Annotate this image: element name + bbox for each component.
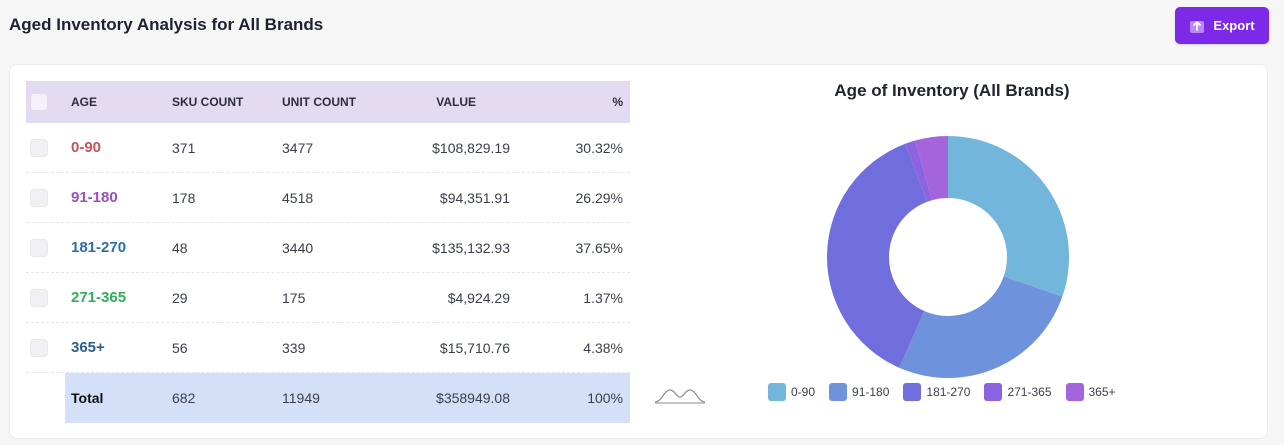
row-checkbox[interactable] [30, 188, 48, 207]
value-cell: $94,351.91 [439, 189, 510, 206]
header-percent[interactable]: % [612, 95, 623, 109]
table-row: 365+ 56 339 $15,710.76 4.38% [26, 323, 630, 373]
chart-legend: 0-90 91-180 181-270 271-365 365+ [768, 383, 1116, 401]
legend-item[interactable]: 181-270 [903, 383, 970, 401]
table-total-row: Total 682 11949 $358949.08 100% [26, 373, 630, 423]
legend-swatch [768, 383, 786, 401]
unit-count-cell: 175 [282, 289, 306, 306]
select-all-checkbox[interactable] [30, 93, 48, 111]
upload-icon [1189, 18, 1205, 34]
age-bucket-label: 0-90 [71, 139, 102, 156]
page-title: Aged Inventory Analysis for All Brands [9, 15, 324, 34]
total-sku: 682 [172, 390, 196, 406]
export-label: Export [1213, 18, 1255, 33]
row-checkbox[interactable] [30, 238, 48, 257]
legend-swatch [903, 383, 922, 401]
age-bucket-label: 271-365 [71, 289, 127, 306]
legend-item[interactable]: 0-90 [768, 383, 815, 401]
total-label: Total [71, 390, 104, 406]
export-button[interactable]: Export [1175, 7, 1269, 44]
legend-item[interactable]: 271-365 [984, 383, 1052, 401]
legend-label: 365+ [1088, 385, 1116, 399]
legend-swatch [829, 383, 848, 401]
sku-count-cell: 178 [172, 189, 196, 206]
legend-item[interactable]: 91-180 [829, 383, 889, 401]
donut-slice-181-270[interactable] [827, 143, 928, 368]
distribution-curve-icon[interactable] [654, 385, 706, 405]
donut-chart [827, 136, 1069, 378]
unit-count-cell: 3440 [282, 239, 314, 256]
table-row: 91-180 178 4518 $94,351.91 26.29% [26, 173, 630, 223]
chart-title: Age of Inventory (All Brands) [834, 81, 1070, 100]
sku-count-cell: 371 [172, 139, 196, 156]
legend-item[interactable]: 365+ [1065, 383, 1116, 401]
age-bucket-label: 181-270 [71, 239, 127, 256]
legend-swatch [1065, 383, 1084, 401]
sku-count-cell: 29 [172, 289, 188, 306]
unit-count-cell: 3477 [282, 139, 314, 156]
donut-slice-271-365[interactable] [905, 140, 932, 202]
percent-cell: 4.38% [583, 339, 623, 356]
donut-slice-91-180[interactable] [899, 276, 1063, 378]
header-sku-count[interactable]: SKU COUNT [172, 95, 244, 109]
sku-count-cell: 56 [172, 339, 188, 356]
header-age[interactable]: AGE [71, 95, 98, 109]
legend-label: 0-90 [791, 385, 816, 399]
donut-slice-0-90[interactable] [948, 136, 1069, 297]
row-checkbox[interactable] [30, 138, 48, 157]
value-cell: $135,132.93 [432, 239, 510, 256]
header-value[interactable]: VALUE [436, 95, 476, 109]
total-percent: 100% [587, 390, 623, 406]
inventory-table: AGE SKU COUNT UNIT COUNT VALUE % 0-90 371… [26, 81, 630, 423]
legend-label: 271-365 [1007, 385, 1052, 399]
table-row: 271-365 29 175 $4,924.29 1.37% [26, 273, 630, 323]
percent-cell: 1.37% [583, 289, 623, 306]
sku-count-cell: 48 [172, 239, 188, 256]
legend-label: 181-270 [926, 385, 971, 399]
percent-cell: 37.65% [575, 239, 623, 256]
unit-count-cell: 4518 [282, 189, 314, 206]
legend-label: 91-180 [852, 385, 890, 399]
row-checkbox[interactable] [30, 288, 48, 307]
legend-swatch [984, 383, 1003, 401]
value-cell: $4,924.29 [447, 289, 510, 306]
table-header: AGE SKU COUNT UNIT COUNT VALUE % [26, 81, 630, 123]
age-bucket-label: 365+ [71, 339, 105, 356]
inventory-card: AGE SKU COUNT UNIT COUNT VALUE % 0-90 371… [9, 64, 1268, 439]
percent-cell: 26.29% [575, 189, 623, 206]
value-cell: $108,829.19 [432, 139, 510, 156]
percent-cell: 30.32% [575, 139, 623, 156]
row-checkbox[interactable] [30, 338, 48, 357]
value-cell: $15,710.76 [439, 339, 510, 356]
total-unit: 11949 [282, 390, 320, 406]
donut-slice-365+[interactable] [915, 136, 948, 201]
unit-count-cell: 339 [282, 339, 306, 356]
table-row: 181-270 48 3440 $135,132.93 37.65% [26, 223, 630, 273]
age-bucket-label: 91-180 [71, 189, 118, 206]
header-unit-count[interactable]: UNIT COUNT [282, 95, 356, 109]
total-value: $358949.08 [436, 390, 510, 406]
table-row: 0-90 371 3477 $108,829.19 30.32% [26, 123, 630, 173]
